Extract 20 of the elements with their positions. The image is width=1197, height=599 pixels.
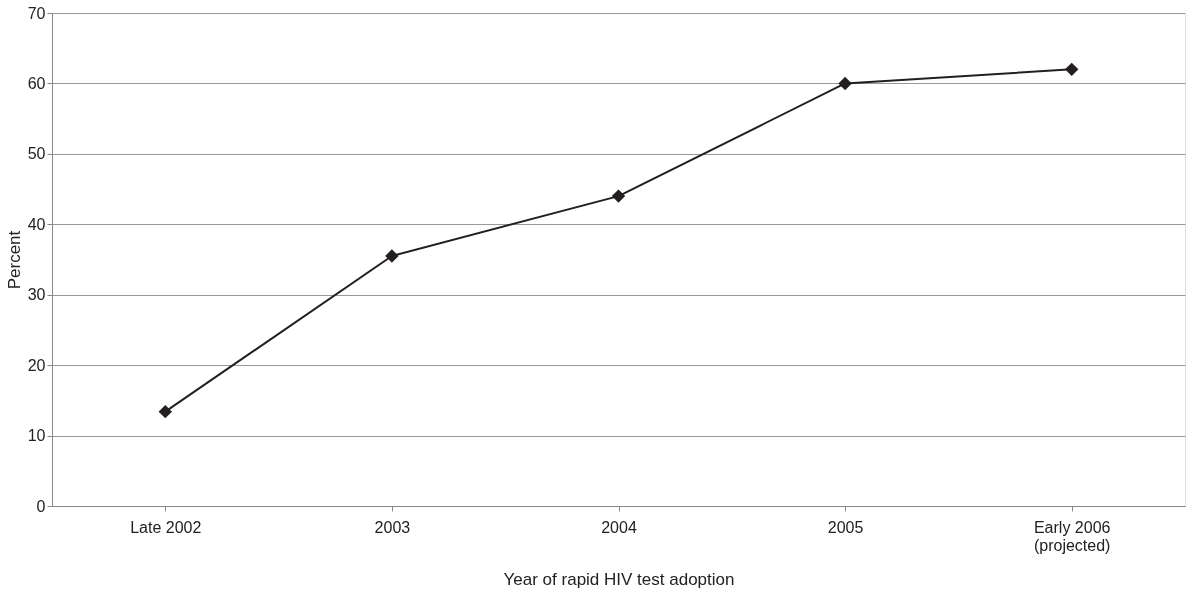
y-tick-label: 50 [27, 145, 46, 163]
point [158, 404, 173, 419]
point [1064, 62, 1079, 77]
y-tick-label: 40 [27, 215, 46, 233]
y-tick-label: 70 [27, 4, 46, 22]
x-axis-title: Year of rapid HIV test adoption [503, 569, 735, 589]
x-tick-label: Early 2006 (projected) [1033, 518, 1111, 554]
y-tick-label: 20 [27, 356, 46, 374]
x-tick-label: Late 2002 [130, 518, 202, 536]
y-tick-label: 10 [27, 427, 46, 445]
x-tick-label: 2003 [374, 518, 411, 536]
x-tick-label: 2004 [601, 518, 637, 536]
y-tick-label: 0 [36, 497, 46, 515]
point [838, 76, 852, 91]
x-tick-label: 2005 [827, 518, 864, 536]
y-tick-label: 30 [27, 286, 46, 304]
point [611, 189, 626, 203]
y-axis-title: Percent [4, 230, 24, 290]
point [385, 249, 399, 263]
y-tick-label: 60 [27, 74, 46, 92]
